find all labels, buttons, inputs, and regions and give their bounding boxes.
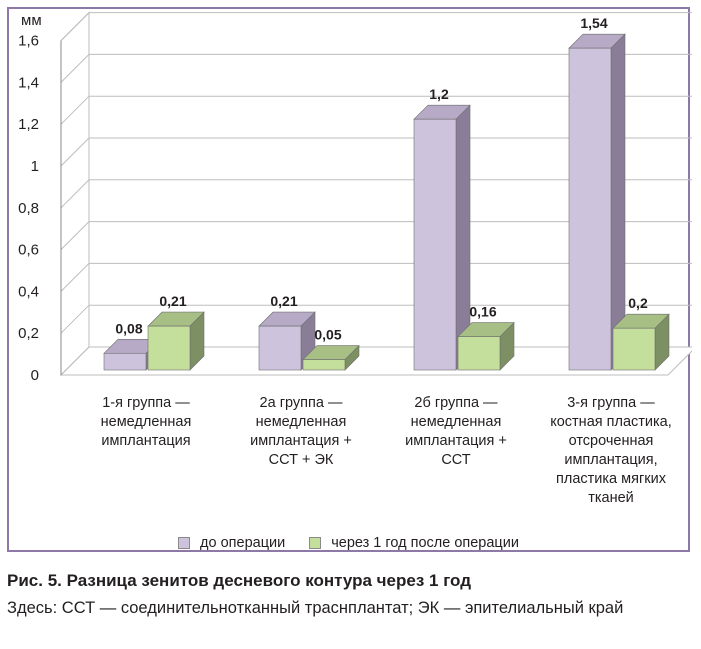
legend-swatch-after <box>309 537 322 549</box>
legend-item-after: через 1 год после операции <box>309 535 519 551</box>
gridline <box>60 12 692 41</box>
bar-front <box>258 325 302 371</box>
y-tick-label: 0 <box>31 367 39 384</box>
y-tick-label: 1,6 <box>18 33 39 50</box>
bar-front <box>147 325 191 371</box>
gridline <box>60 53 692 83</box>
gridline <box>60 262 692 292</box>
x-category-label: 1-я группа — немедленная имплантация <box>100 395 192 449</box>
bar-front <box>568 47 612 371</box>
data-label: 0,05 <box>314 327 341 343</box>
bar-front <box>103 352 147 371</box>
bar <box>457 321 515 371</box>
gridline <box>60 137 692 167</box>
data-label: 1,54 <box>580 15 607 31</box>
y-tick-label: 0,4 <box>18 283 39 300</box>
bar <box>147 311 205 371</box>
legend-swatch-before <box>178 537 191 549</box>
legend-label-before: до операции <box>200 535 286 551</box>
chart-frame: 0 0,2 0,4 0,6 0,8 1 1,2 1,4 1,6 мм 0,08 0,21 1,2 1,54… <box>7 7 692 552</box>
y-tick-label: 0,6 <box>18 242 39 259</box>
y-axis-unit: мм <box>21 12 42 29</box>
bar-chart: 0 0,2 0,4 0,6 0,8 1 1,2 1,4 1,6 мм 0,08 0,21 1,2 1,54… <box>18 11 692 384</box>
figure-caption-title: Рис. 5. Разница зенитов десневого контур… <box>7 571 472 590</box>
bar <box>612 313 670 371</box>
x-category-label: 3-я группа — костная пластика, отсроченн… <box>550 395 672 506</box>
gridline <box>60 221 692 250</box>
bar-front <box>302 359 346 371</box>
x-category-label: 2б группа — немедленная имплантация + СС… <box>405 395 507 468</box>
y-tick-label: 1 <box>31 158 39 175</box>
data-label: 0,08 <box>115 320 142 336</box>
y-tick-label: 0,8 <box>18 200 39 217</box>
bar <box>302 344 360 371</box>
figure-caption-body: Здесь: ССТ — соединительнотканный трасн­… <box>7 599 624 617</box>
data-label: 1,2 <box>429 86 449 102</box>
y-tick-label: 1,2 <box>18 116 39 133</box>
legend: до операции через 1 год после операции <box>9 535 688 551</box>
y-tick-label: 0,2 <box>18 325 39 342</box>
legend-label-after: через 1 год после операции <box>331 535 519 551</box>
data-label: 0,21 <box>159 293 186 309</box>
gridline <box>60 179 692 209</box>
data-label: 0,16 <box>469 304 496 320</box>
bar <box>413 104 471 371</box>
gridline <box>60 304 692 334</box>
data-label: 0,2 <box>628 295 648 311</box>
bar-front <box>413 118 457 371</box>
y-tick-label: 1,4 <box>18 74 39 91</box>
bar <box>568 33 626 371</box>
bar-front <box>457 336 501 371</box>
data-label: 0,21 <box>270 293 297 309</box>
x-category-label: 2а группа — немедленная имплантация + СС… <box>250 395 352 468</box>
legend-item-before: до операции <box>178 535 285 551</box>
gridline <box>60 95 692 125</box>
bar-front <box>612 327 656 371</box>
